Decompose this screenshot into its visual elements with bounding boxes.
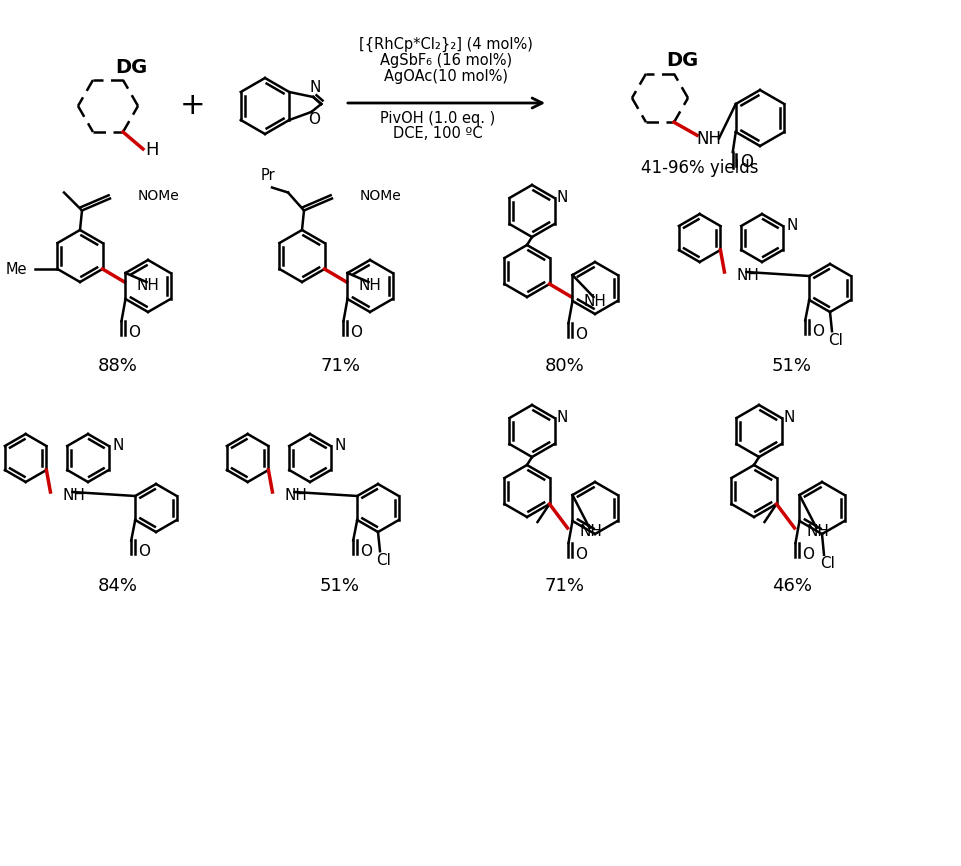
Text: O: O (576, 546, 587, 561)
Text: Cl: Cl (377, 553, 391, 568)
Text: O: O (360, 544, 372, 559)
Text: DG: DG (666, 51, 698, 70)
Text: 71%: 71% (545, 577, 585, 595)
Text: NOMe: NOMe (138, 190, 180, 204)
Text: O: O (576, 326, 587, 341)
Text: Pr: Pr (260, 168, 275, 183)
Text: 80%: 80% (545, 357, 585, 375)
Text: NH: NH (736, 268, 759, 283)
Text: AgSbF₆ (16 mol%): AgSbF₆ (16 mol%) (380, 53, 512, 68)
Text: NH: NH (806, 525, 829, 540)
Text: 84%: 84% (98, 577, 138, 595)
Text: NH: NH (697, 130, 722, 148)
Text: O: O (740, 153, 753, 171)
Text: NOMe: NOMe (360, 190, 402, 204)
Text: N: N (786, 218, 798, 234)
Text: N: N (784, 410, 795, 425)
Text: DG: DG (115, 57, 147, 76)
Text: NH: NH (62, 488, 86, 503)
Text: N: N (556, 410, 568, 425)
Text: Cl: Cl (828, 333, 844, 348)
Text: N: N (334, 438, 345, 454)
Text: +: + (181, 92, 206, 120)
Text: AgOAc(10 mol%): AgOAc(10 mol%) (384, 68, 508, 83)
Text: 51%: 51% (772, 357, 812, 375)
Text: O: O (129, 325, 140, 339)
Text: 46%: 46% (772, 577, 812, 595)
Text: N: N (309, 81, 321, 95)
Text: PivOH (1.0 eq. ): PivOH (1.0 eq. ) (381, 111, 496, 126)
Text: O: O (812, 324, 825, 339)
Text: Me: Me (6, 262, 28, 276)
Text: 41-96% yields: 41-96% yields (641, 159, 759, 177)
Text: 88%: 88% (98, 357, 138, 375)
Text: N: N (556, 191, 568, 205)
Text: O: O (138, 544, 150, 559)
Text: NH: NH (583, 294, 606, 308)
Text: NH: NH (579, 525, 603, 540)
Text: O: O (802, 546, 815, 561)
Text: 71%: 71% (320, 357, 360, 375)
Text: NH: NH (136, 279, 160, 294)
Text: O: O (351, 325, 362, 339)
Text: H: H (145, 141, 159, 159)
Text: [{RhCp*Cl₂}₂] (4 mol%): [{RhCp*Cl₂}₂] (4 mol%) (359, 36, 533, 52)
Text: NH: NH (284, 488, 308, 503)
Text: DCE, 100 ºC: DCE, 100 ºC (393, 126, 482, 140)
Text: O: O (308, 113, 320, 127)
Text: N: N (112, 438, 123, 454)
Text: NH: NH (358, 279, 382, 294)
Text: Cl: Cl (821, 556, 835, 572)
Text: 51%: 51% (320, 577, 360, 595)
